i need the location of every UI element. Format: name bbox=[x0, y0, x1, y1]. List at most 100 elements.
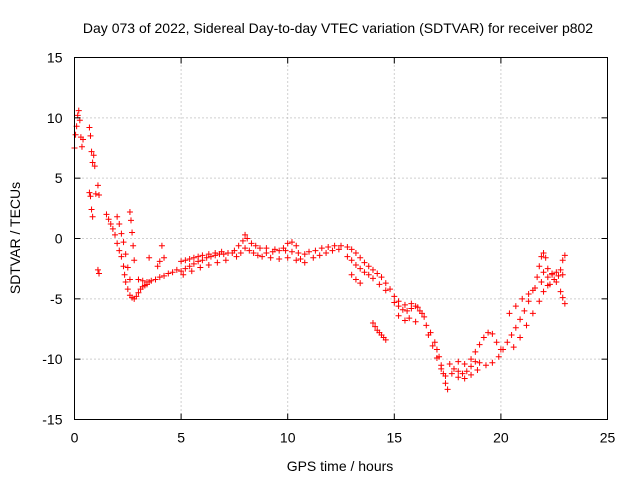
data-point bbox=[448, 370, 455, 377]
data-point bbox=[259, 253, 266, 260]
data-point bbox=[468, 371, 475, 378]
data-point bbox=[107, 221, 114, 228]
data-point bbox=[376, 281, 383, 288]
data-point bbox=[86, 124, 93, 131]
data-point bbox=[88, 148, 95, 155]
data-point bbox=[182, 257, 189, 264]
data-point bbox=[382, 280, 389, 287]
data-point bbox=[329, 247, 336, 254]
data-point bbox=[78, 143, 85, 150]
data-point bbox=[190, 254, 197, 261]
data-point bbox=[94, 266, 101, 273]
data-point bbox=[114, 213, 121, 220]
data-point bbox=[361, 259, 368, 266]
data-point bbox=[476, 341, 483, 348]
data-point bbox=[124, 286, 131, 293]
data-point bbox=[242, 231, 249, 238]
data-point bbox=[489, 359, 496, 366]
data-point bbox=[485, 329, 492, 336]
data-point bbox=[325, 243, 332, 250]
data-point bbox=[525, 291, 532, 298]
data-point bbox=[365, 263, 372, 270]
data-point bbox=[461, 360, 468, 367]
data-point bbox=[276, 247, 283, 254]
data-point bbox=[284, 254, 291, 261]
data-point bbox=[284, 240, 291, 247]
data-point bbox=[504, 339, 511, 346]
plot-frame bbox=[74, 57, 608, 420]
y-tick-label: 10 bbox=[47, 110, 63, 126]
data-point bbox=[186, 256, 193, 263]
data-point bbox=[161, 272, 168, 279]
data-point bbox=[318, 245, 325, 252]
data-point bbox=[500, 346, 507, 353]
data-point bbox=[455, 374, 462, 381]
data-point bbox=[218, 248, 225, 255]
data-point bbox=[450, 365, 457, 372]
data-point bbox=[455, 358, 462, 365]
data-point bbox=[369, 266, 376, 273]
data-point bbox=[525, 298, 532, 305]
y-tick-label: 0 bbox=[55, 231, 63, 247]
data-point bbox=[205, 251, 212, 258]
data-point bbox=[495, 353, 502, 360]
data-point bbox=[536, 263, 543, 270]
data-point bbox=[406, 315, 413, 322]
data-point bbox=[553, 278, 560, 285]
data-point bbox=[256, 245, 263, 252]
data-point bbox=[297, 256, 304, 263]
data-point bbox=[517, 316, 524, 323]
data-point bbox=[344, 253, 351, 260]
data-point bbox=[506, 310, 513, 317]
data-point bbox=[165, 270, 172, 277]
data-point bbox=[352, 262, 359, 269]
data-point bbox=[555, 272, 562, 279]
data-point bbox=[148, 277, 155, 284]
data-point bbox=[538, 253, 545, 260]
data-point bbox=[399, 306, 406, 313]
data-point bbox=[94, 182, 101, 189]
data-point bbox=[549, 271, 556, 278]
data-point bbox=[493, 339, 500, 346]
x-tick-labels: 0 5 10 15 20 25 bbox=[71, 430, 616, 446]
data-point bbox=[143, 278, 150, 285]
data-point bbox=[382, 336, 389, 343]
data-point bbox=[301, 251, 308, 258]
data-point bbox=[523, 322, 530, 329]
data-point bbox=[116, 221, 123, 228]
data-point bbox=[120, 239, 127, 246]
data-point bbox=[472, 358, 479, 365]
data-point bbox=[542, 254, 549, 261]
data-point bbox=[288, 248, 295, 255]
data-point bbox=[188, 268, 195, 275]
data-point bbox=[178, 268, 185, 275]
data-point bbox=[118, 230, 125, 237]
data-point bbox=[112, 231, 119, 238]
data-point bbox=[395, 312, 402, 319]
data-point bbox=[357, 254, 364, 261]
data-point bbox=[252, 242, 259, 249]
data-point bbox=[512, 303, 519, 310]
data-point bbox=[130, 242, 137, 249]
data-point bbox=[372, 323, 379, 330]
data-point bbox=[231, 247, 238, 254]
data-point bbox=[468, 363, 475, 370]
data-point bbox=[122, 251, 129, 258]
x-tick-label: 20 bbox=[493, 430, 509, 446]
data-point bbox=[335, 246, 342, 253]
data-point bbox=[532, 284, 539, 291]
data-point bbox=[391, 299, 398, 306]
data-point bbox=[120, 263, 127, 270]
data-point bbox=[538, 278, 545, 285]
data-point bbox=[421, 313, 428, 320]
data-point bbox=[91, 163, 98, 170]
data-point bbox=[348, 271, 355, 278]
data-point bbox=[433, 346, 440, 353]
data-point bbox=[540, 288, 547, 295]
data-point bbox=[267, 254, 274, 261]
data-point bbox=[474, 367, 481, 374]
data-point bbox=[182, 265, 189, 272]
data-point bbox=[180, 271, 187, 278]
data-point bbox=[521, 307, 528, 314]
